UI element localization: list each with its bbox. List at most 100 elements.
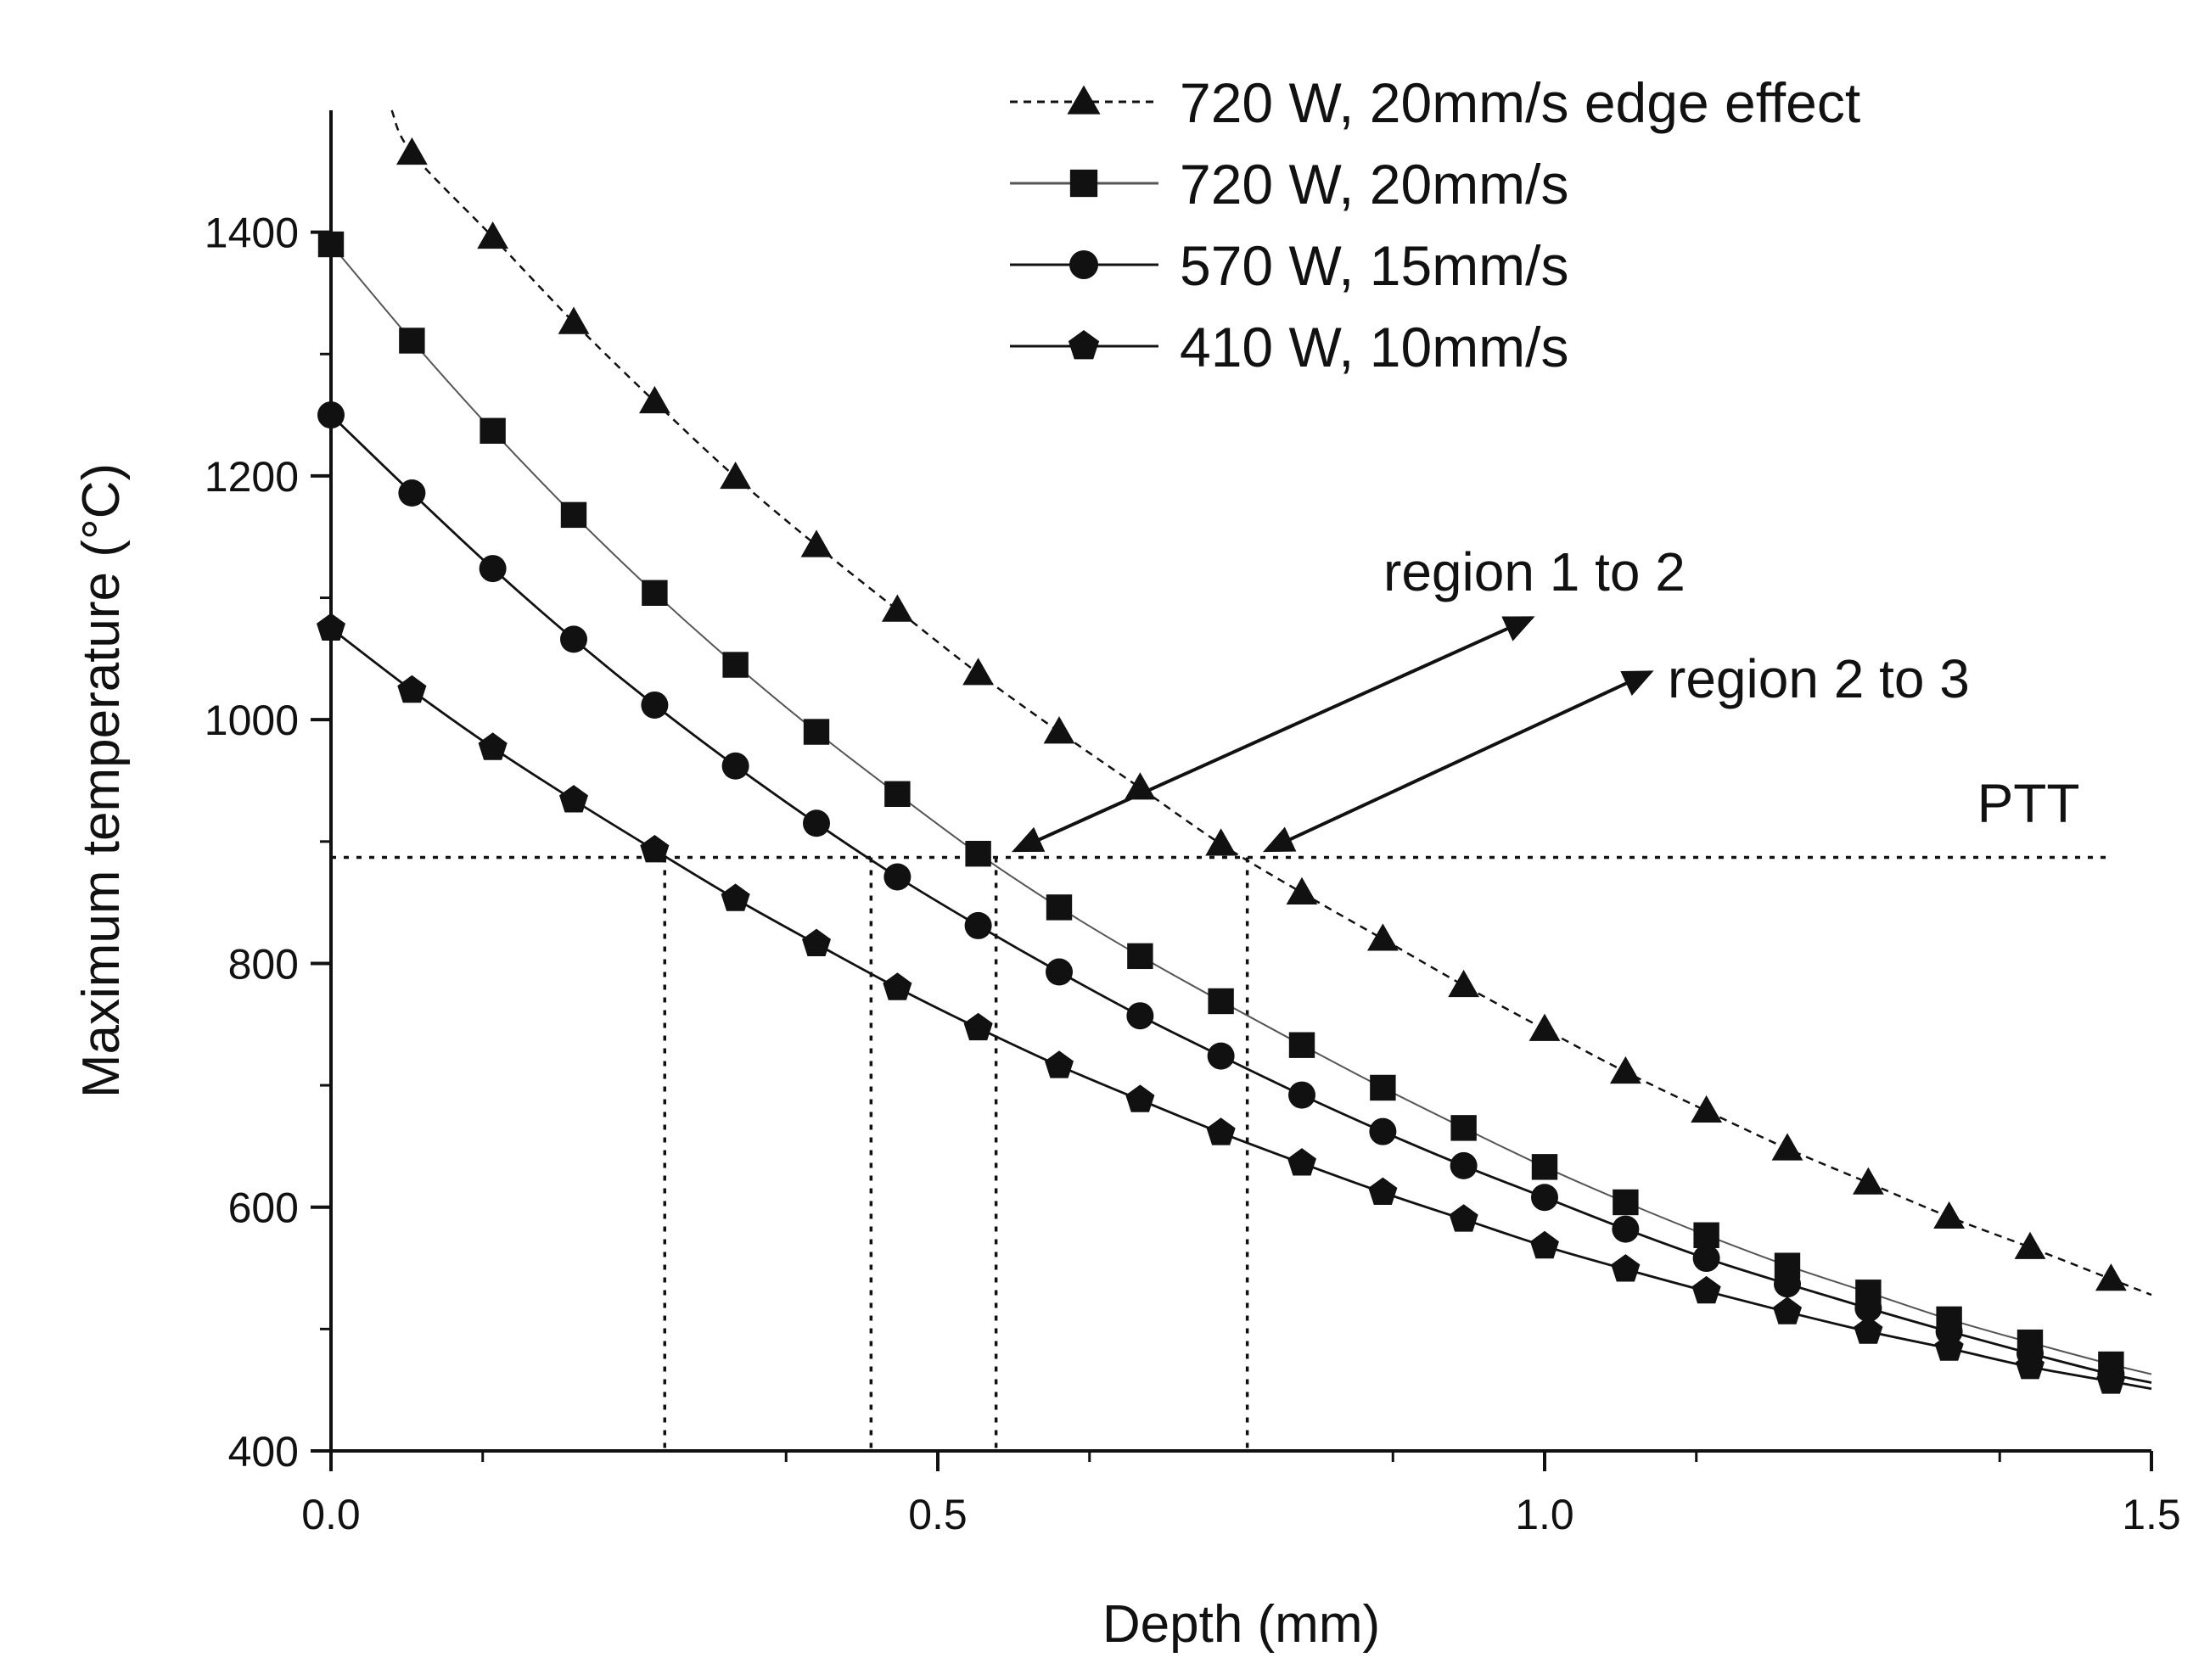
data-point-pentagon: [2096, 1366, 2126, 1394]
series-markers: [317, 137, 2127, 1394]
legend-label-3: 570 W, 15mm/s: [1180, 234, 1569, 297]
data-point-square: [1288, 1032, 1315, 1058]
data-point-triangle: [1933, 1201, 1966, 1229]
legend-label-2: 720 W, 20mm/s: [1180, 153, 1569, 216]
x-axis-label: Depth (mm): [1102, 1595, 1380, 1654]
legend-marker-circle: [1069, 250, 1098, 279]
region-1-to-2-label: region 1 to 2: [1383, 541, 1686, 602]
data-point-circle: [1046, 958, 1073, 986]
data-point-pentagon: [1691, 1275, 1721, 1304]
data-point-triangle: [1609, 1056, 1641, 1084]
data-point-circle: [1854, 1294, 1882, 1322]
data-point-square: [722, 652, 749, 678]
data-point-triangle: [1691, 1095, 1723, 1123]
region-2-to-3-arrow: [1263, 670, 1654, 853]
data-point-square: [1127, 943, 1153, 970]
data-point-pentagon: [397, 675, 427, 703]
x-tick-label: 0.0: [301, 1491, 361, 1538]
data-point-triangle: [1286, 876, 1318, 904]
legend: 720 W, 20mm/s edge effect 720 W, 20mm/s 57…: [1010, 71, 1860, 378]
y-tick-label: 1400: [205, 210, 299, 257]
data-point-circle: [1288, 1081, 1315, 1109]
x-axis-ticks: 0.0 0.5 1.0 1.5: [301, 1451, 2181, 1538]
legend-marker-square: [1069, 169, 1098, 198]
data-point-circle: [964, 911, 992, 939]
legend-label-1: 720 W, 20mm/s edge effect: [1180, 71, 1860, 134]
data-point-pentagon: [1934, 1333, 1964, 1361]
ptt-reference-lines: [331, 855, 2113, 1451]
data-point-triangle: [962, 658, 995, 686]
y-tick-label: 1200: [205, 453, 299, 501]
data-point-square: [480, 417, 506, 444]
data-point-square: [884, 781, 911, 807]
x-tick-label: 1.5: [2122, 1491, 2181, 1538]
data-point-circle: [1450, 1151, 1478, 1179]
data-point-triangle: [638, 385, 670, 414]
data-point-square: [399, 328, 425, 354]
data-point-pentagon: [559, 785, 588, 813]
data-point-circle: [1369, 1117, 1397, 1145]
data-point-pentagon: [883, 972, 912, 1000]
data-point-pentagon: [1125, 1084, 1155, 1112]
data-point-square: [1046, 894, 1073, 921]
data-point-square: [1531, 1154, 1558, 1180]
series-line-2: [330, 244, 2152, 1375]
y-tick-label: 400: [228, 1428, 299, 1476]
data-point-pentagon: [1530, 1230, 1559, 1259]
data-point-triangle: [1448, 969, 1480, 998]
data-point-triangle: [800, 529, 833, 557]
data-point-circle: [721, 752, 749, 780]
data-point-triangle: [2095, 1263, 2127, 1291]
data-point-pentagon: [721, 883, 750, 911]
region-2-to-3-label: region 2 to 3: [1668, 648, 1970, 709]
data-point-pentagon: [802, 928, 831, 956]
data-point-square: [965, 840, 991, 867]
y-tick-label: 800: [228, 940, 299, 988]
data-point-triangle: [1528, 1013, 1561, 1041]
data-point-circle: [1531, 1184, 1558, 1212]
data-point-circle: [1774, 1270, 1801, 1298]
y-tick-label: 1000: [205, 697, 299, 744]
data-point-square: [1208, 988, 1234, 1015]
axes: 0.0 0.5 1.0 1.5 400 600 800 1000 1200 1400: [205, 110, 2181, 1538]
region-1-to-2-arrow: [1011, 616, 1535, 853]
data-point-triangle: [477, 221, 509, 249]
y-axis-ticks: 400 600 800 1000 1200 1400: [205, 210, 331, 1476]
data-point-pentagon: [1045, 1050, 1074, 1078]
legend-marker-triangle: [1067, 85, 1101, 115]
data-point-pentagon: [1287, 1148, 1316, 1176]
data-point-square: [1370, 1074, 1396, 1101]
legend-marker-pentagon: [1068, 330, 1100, 360]
data-point-circle: [1207, 1042, 1235, 1070]
data-point-triangle: [881, 594, 913, 622]
data-point-triangle: [395, 137, 428, 165]
data-point-triangle: [1366, 923, 1399, 951]
data-point-pentagon: [2016, 1352, 2045, 1380]
data-point-pentagon: [640, 835, 670, 863]
data-point-circle: [803, 809, 830, 837]
data-point-pentagon: [1368, 1177, 1398, 1205]
data-point-circle: [1126, 1002, 1154, 1030]
series-line-1: [390, 109, 2152, 1296]
data-point-triangle: [1043, 716, 1075, 744]
data-point-pentagon: [1773, 1296, 1802, 1324]
data-point-pentagon: [1611, 1254, 1641, 1282]
series-line-3: [330, 414, 2152, 1384]
data-point-circle: [479, 555, 507, 583]
data-point-pentagon: [963, 1012, 993, 1041]
x-tick-label: 1.0: [1515, 1491, 1574, 1538]
y-axis-label: Maximum temperature (°C): [72, 463, 131, 1098]
data-point-triangle: [720, 461, 752, 490]
data-point-square: [642, 580, 668, 606]
y-tick-label: 600: [228, 1184, 299, 1232]
data-point-circle: [1692, 1245, 1720, 1273]
data-point-pentagon: [1206, 1117, 1236, 1145]
data-point-circle: [641, 691, 669, 719]
legend-label-4: 410 W, 10mm/s: [1180, 316, 1569, 378]
data-point-square: [1693, 1222, 1719, 1248]
data-point-triangle: [1205, 828, 1237, 856]
data-point-triangle: [2014, 1231, 2046, 1259]
data-point-triangle: [558, 306, 590, 334]
data-point-circle: [883, 863, 911, 891]
